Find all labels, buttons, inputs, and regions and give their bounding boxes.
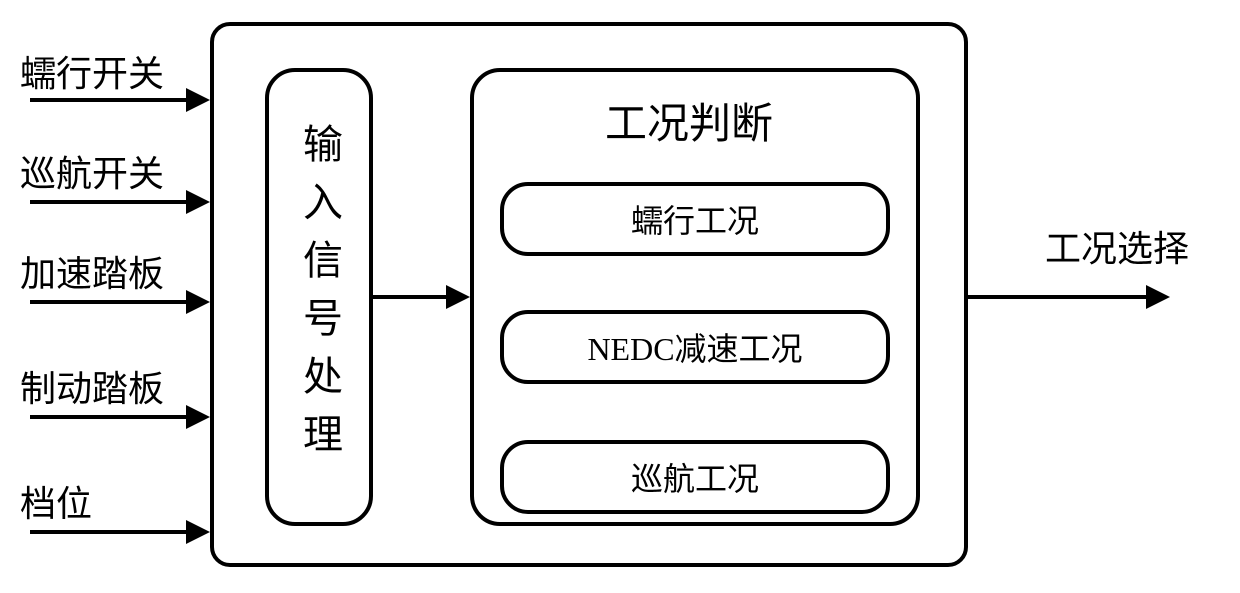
input-arrow-2 <box>30 200 186 204</box>
middle-arrow <box>373 295 446 299</box>
input-arrow-3 <box>30 300 186 304</box>
input-arrow-1 <box>30 98 186 102</box>
condition-crawl-label: 蠕行工况 <box>631 196 759 242</box>
condition-crawl: 蠕行工况 <box>500 182 890 256</box>
processing-text: 输入信号处理 <box>290 123 348 471</box>
condition-nedc-label: NEDC减速工况 <box>587 324 802 370</box>
middle-arrow-head <box>446 285 470 309</box>
input-label-crawl-switch: 蠕行开关 <box>20 45 164 97</box>
input-arrow-head-1 <box>186 88 210 112</box>
condition-cruise-label: 巡航工况 <box>631 454 759 500</box>
output-label: 工况选择 <box>1045 220 1189 272</box>
input-arrow-head-3 <box>186 290 210 314</box>
input-arrow-4 <box>30 415 186 419</box>
output-arrow-head <box>1146 285 1170 309</box>
input-arrow-head-2 <box>186 190 210 214</box>
input-arrow-head-4 <box>186 405 210 429</box>
input-arrow-head-5 <box>186 520 210 544</box>
condition-title: 工况判断 <box>605 90 773 151</box>
condition-cruise: 巡航工况 <box>500 440 890 514</box>
condition-nedc: NEDC减速工况 <box>500 310 890 384</box>
output-arrow <box>968 295 1146 299</box>
input-label-brake-pedal: 制动踏板 <box>20 360 164 412</box>
input-label-cruise-switch: 巡航开关 <box>20 145 164 197</box>
input-arrow-5 <box>30 530 186 534</box>
input-label-gear: 档位 <box>20 475 92 527</box>
input-label-accel-pedal: 加速踏板 <box>20 245 164 297</box>
input-signal-processing-box: 输入信号处理 <box>265 68 373 526</box>
